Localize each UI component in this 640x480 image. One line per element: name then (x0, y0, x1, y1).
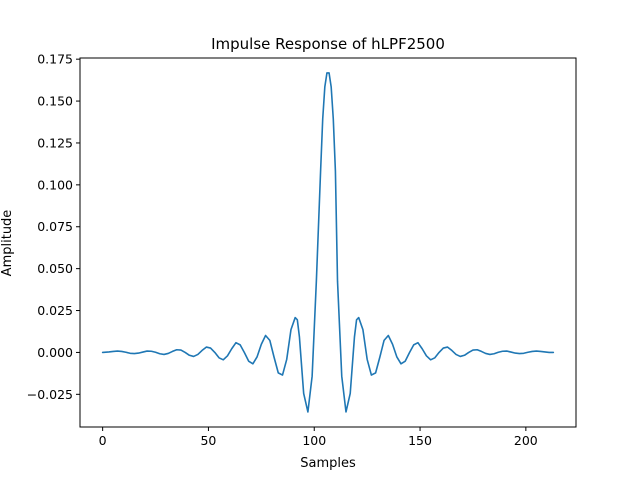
y-axis-title: Amplitude (0, 210, 15, 277)
axis-ticks: 0 50 100 150 200 −0.025 0.000 0.025 0.050 0.075 0.… (27, 52, 538, 448)
plot-area (101, 72, 555, 413)
x-tick-label: 150 (408, 433, 432, 448)
y-tick-label: 0.125 (37, 135, 73, 150)
y-tick-label: 0.075 (37, 219, 73, 234)
y-tick-label: 0.150 (37, 94, 73, 109)
y-tick-label: 0.100 (37, 177, 73, 192)
x-tick-label: 200 (514, 433, 538, 448)
y-tick-label: 0.025 (37, 303, 73, 318)
x-axis-title: Samples (300, 456, 356, 471)
y-tick-label: 0.050 (37, 261, 73, 276)
x-tick-label: 50 (200, 433, 216, 448)
impulse-response-line (101, 72, 555, 413)
axes-frame (79, 57, 577, 428)
x-tick-label: 0 (99, 433, 107, 448)
chart-title: Impulse Response of hLPF2500 (211, 35, 445, 53)
y-tick-label: 0.175 (37, 52, 73, 67)
x-tick-label: 100 (302, 433, 326, 448)
y-tick-label: 0.000 (37, 345, 73, 360)
y-tick-label: −0.025 (27, 387, 73, 402)
